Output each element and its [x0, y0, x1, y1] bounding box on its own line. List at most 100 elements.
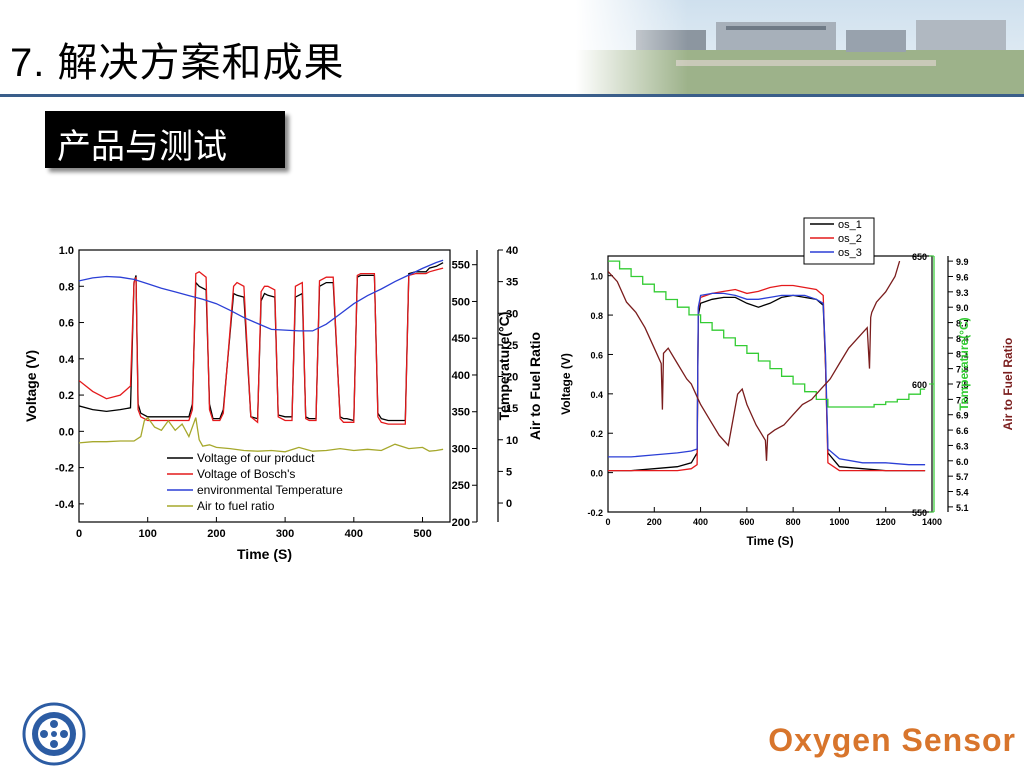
y3-tick-label: 5.1 [956, 503, 969, 513]
x-tick-label: 800 [786, 517, 801, 527]
x-tick-label: 400 [345, 528, 363, 540]
y2-tick-label: 550 [452, 260, 470, 272]
y-axis-label: Voltage (V) [23, 350, 39, 422]
y2-tick-label: 450 [452, 333, 470, 345]
y2-tick-label: 300 [452, 443, 470, 455]
y3-tick-label: 6.3 [956, 441, 969, 451]
y3-tick-label: 9.9 [956, 257, 969, 267]
y-tick-label: 1.0 [590, 272, 603, 282]
university-seal-logo [22, 702, 86, 766]
legend-label: os_3 [838, 247, 862, 259]
y-tick-label: 1.0 [59, 245, 74, 257]
legend-label: Air to fuel ratio [197, 499, 275, 513]
legend-label: Voltage of our product [197, 451, 315, 465]
y-tick-label: 0.6 [590, 350, 603, 360]
y3-tick-label: 8.4 [956, 334, 969, 344]
y2-tick-label: 550 [912, 508, 927, 518]
x-tick-label: 1000 [829, 517, 849, 527]
legend-label: os_1 [838, 219, 862, 231]
y2-tick-label: 200 [452, 517, 470, 529]
legend-label: os_2 [838, 233, 862, 245]
y3-tick-label: 6.9 [956, 411, 969, 421]
y-tick-label: -0.4 [55, 499, 75, 511]
y-tick-label: -0.2 [55, 463, 74, 475]
y3-tick-label: 6.0 [956, 457, 969, 467]
y-tick-label: 0.2 [590, 429, 603, 439]
y3-tick-label: 5 [506, 466, 512, 478]
y3-tick-label: 20 [506, 372, 518, 384]
y-tick-label: 0.0 [590, 469, 603, 479]
y3-tick-label: 9.0 [956, 303, 969, 313]
y3-tick-label: 7.2 [956, 395, 969, 405]
x-tick-label: 600 [739, 517, 754, 527]
x-tick-label: 0 [76, 528, 82, 540]
series-line-air-to-fuel-ratio [79, 416, 444, 453]
chart-left: 0 100 200 300 400 500 -0.4 -0.2 0.0 0.2 0.4 0.6 0.8 1… [22, 240, 550, 576]
y-tick-label: 0.4 [590, 390, 603, 400]
chart-right-svg: 0 200 400 600 800 1000 1200 1400 -0.2 0.0 0.2 0.4 0.… [559, 217, 1015, 548]
y-tick-label: 0.4 [59, 354, 75, 366]
y3-tick-label: 15 [506, 403, 518, 415]
y-tick-label: 0.6 [59, 318, 74, 330]
y3-tick-label: 35 [506, 277, 518, 289]
chart-right: 0 200 400 600 800 1000 1200 1400 -0.2 0.0 0.2 0.4 0.… [548, 214, 1018, 560]
y3-tick-label: 7.8 [956, 365, 969, 375]
x-tick-label: 400 [693, 517, 708, 527]
series-line-os-1 [608, 294, 926, 472]
y3-tick-label: 9.3 [956, 288, 969, 298]
x-tick-label: 1200 [876, 517, 896, 527]
y2-tick-label: 350 [452, 407, 470, 419]
legend-label: environmental Temperature [197, 483, 343, 497]
y3-tick-label: 0 [506, 498, 512, 510]
y2-tick-label: 600 [912, 380, 927, 390]
x-tick-label: 200 [647, 517, 662, 527]
y3-axis-label: Air to Fuel Ratio [1001, 338, 1015, 431]
y3-axis-label: Air to Fuel Ratio [527, 332, 543, 440]
x-tick-label: 300 [276, 528, 294, 540]
y3-tick-label: 8.1 [956, 349, 969, 359]
slide-title: 7. 解决方案和成果 [10, 41, 345, 85]
y-tick-label: -0.2 [587, 508, 603, 518]
header-rule [0, 94, 1024, 97]
x-tick-label: 1400 [922, 517, 942, 527]
campus-banner-image [576, 0, 1024, 96]
y-tick-label: 0.8 [59, 281, 74, 293]
x-axis-label: Time (S) [746, 534, 793, 548]
y3-tick-label: 40 [506, 245, 518, 257]
y3-tick-label: 30 [506, 308, 518, 320]
y3-tick-label: 10 [506, 435, 518, 447]
x-tick-label: 500 [413, 528, 431, 540]
y3-tick-label: 5.7 [956, 472, 969, 482]
y-tick-label: 0.0 [59, 426, 74, 438]
plot-frame [78, 249, 451, 523]
x-tick-label: 100 [139, 528, 157, 540]
legend-label: Voltage of Bosch's [197, 467, 295, 481]
y2-tick-label: 650 [912, 252, 927, 262]
y3-tick-label: 9.6 [956, 272, 969, 282]
x-tick-label: 200 [207, 528, 225, 540]
section-tag: 产品与测试 [45, 111, 285, 168]
x-axis-label: Time (S) [237, 546, 292, 562]
y3-tick-label: 5.4 [956, 488, 969, 498]
y-tick-label: 0.2 [59, 390, 74, 402]
y3-tick-label: 7.5 [956, 380, 969, 390]
series-line-voltage-of-our-product [79, 262, 444, 422]
series-line-os-3 [608, 292, 926, 466]
series-line-unnamed-3 [608, 260, 926, 408]
y2-axis-label: Temperature(°C) [496, 312, 512, 421]
brand-label: Oxygen Sensor [768, 722, 1016, 758]
series-line-unnamed-4 [608, 260, 901, 461]
y3-tick-label: 25 [506, 340, 518, 352]
chart-left-svg: 0 100 200 300 400 500-0.4-0.20.00.20.40.60.81… [23, 245, 543, 562]
y-axis-label: Voltage (V) [559, 353, 573, 415]
y3-tick-label: 6.6 [956, 426, 969, 436]
y3-tick-label: 8.7 [956, 319, 969, 329]
series-line-voltage-of-bosch-s [79, 267, 444, 425]
series-line-environmental-temperature [79, 259, 444, 332]
legend-box [803, 217, 875, 265]
y2-tick-label: 250 [452, 480, 470, 492]
y2-axis-label: Temperature(°C) [957, 317, 971, 410]
series-line-os-2 [608, 284, 926, 472]
y2-tick-label: 500 [452, 296, 470, 308]
y2-tick-label: 400 [452, 370, 470, 382]
